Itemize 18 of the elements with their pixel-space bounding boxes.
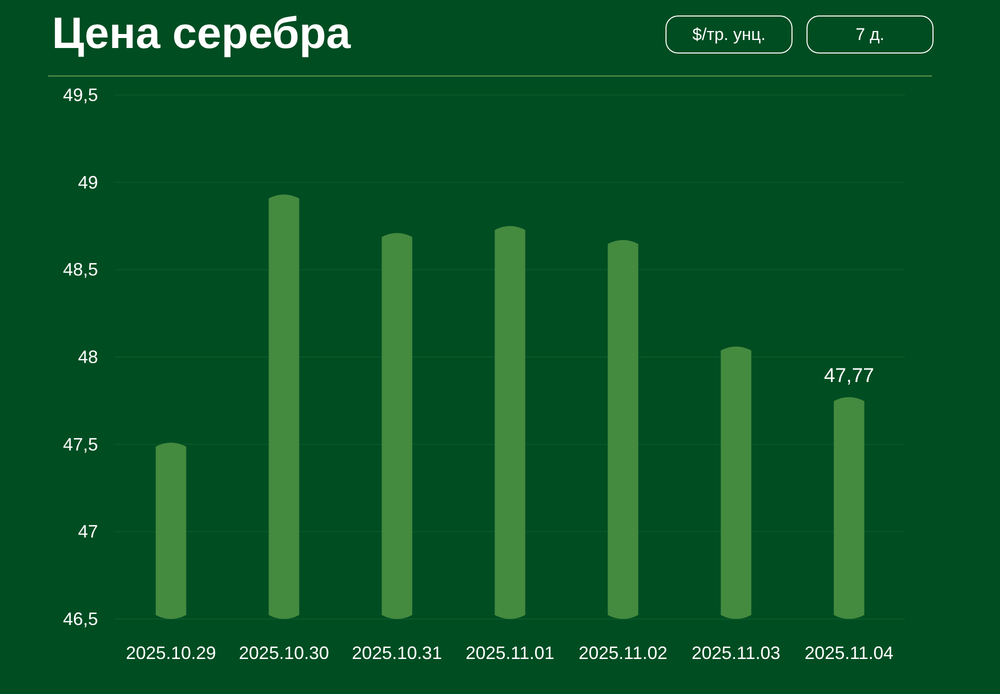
y-tick-label: 48,5: [62, 260, 98, 280]
y-tick-label: 46,5: [62, 609, 98, 629]
y-tick-label: 49,5: [62, 85, 98, 105]
y-tick-label: 47,5: [62, 434, 98, 454]
x-tick-label: 2025.11.01: [466, 643, 554, 663]
y-tick-label: 49: [78, 172, 98, 192]
chart-title: Цена серебра: [52, 9, 352, 58]
button: $/тр. унц.: [666, 16, 792, 54]
x-tick-label: 2025.11.04: [804, 643, 894, 663]
button: 7 д.: [806, 16, 934, 54]
data-label: 47,77: [824, 365, 874, 388]
x-tick-label: 2025.10.31: [352, 643, 442, 663]
x-tick-label: 2025.11.03: [692, 643, 780, 663]
y-tick-label: 47: [78, 522, 98, 542]
x-tick-label: 2025.11.02: [578, 643, 668, 663]
y-tick-label: 48: [78, 347, 98, 367]
x-tick-label: 2025.10.30: [238, 643, 330, 663]
x-tick-label: 2025.10.29: [126, 643, 216, 663]
